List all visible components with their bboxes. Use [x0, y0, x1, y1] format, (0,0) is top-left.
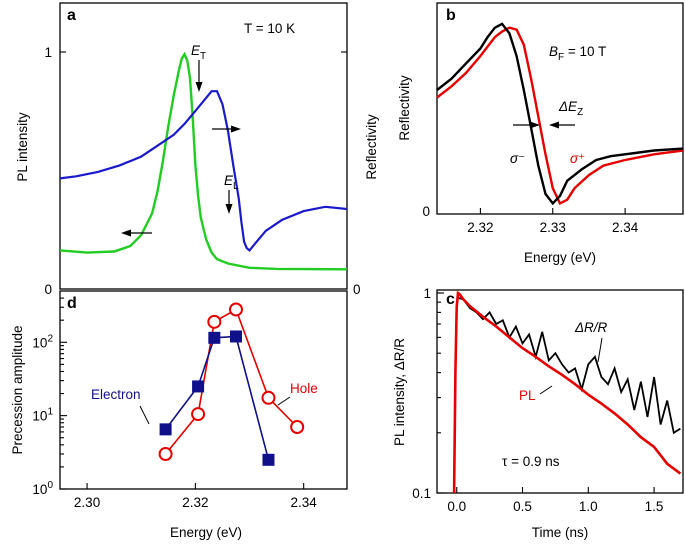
panel-a-right-tick-label-0: 0 — [353, 282, 361, 297]
panel-c: 0.0 0.5 1.0 1.5 0.11 c PL intensity, ΔR/R T… — [392, 286, 684, 540]
annotation-et: ET — [191, 43, 206, 62]
panel-b-frame — [436, 2, 684, 215]
panel-c-letter: c — [446, 291, 455, 308]
panel-c-x-ticks: 0.0 0.5 1.0 1.5 — [447, 487, 663, 514]
panel-a-letter: a — [67, 7, 76, 24]
x-tick-label: 2.34 — [612, 220, 639, 235]
panel-b-xlabel: Energy (eV) — [524, 250, 596, 265]
panel-d: 2.30 2.32 2.34 100 101 102 d Precession ampl… — [10, 290, 348, 540]
sigma-plus-label: σ⁺ — [570, 151, 585, 166]
panel-d-frame — [59, 290, 348, 490]
panel-b: 2.32 2.33 2.34 0 b BF = 10 T ΔEZ Reflectiv… — [397, 2, 684, 265]
electron-point — [159, 423, 172, 436]
y-tick-label: 0.1 — [412, 486, 431, 501]
electron-point — [192, 380, 205, 393]
panel-b-letter: b — [446, 7, 456, 24]
sigma-minus-curve — [436, 22, 684, 206]
x-tick-label: 1.5 — [645, 499, 664, 514]
panel-a-tick-label-0: 0 — [44, 282, 52, 297]
panel-a-tick-label-1: 1 — [44, 45, 52, 60]
panel-b-x-ticks: 2.32 2.33 2.34 — [467, 208, 639, 235]
y-tick-label: 100 — [32, 480, 53, 497]
x-tick-label: 2.30 — [74, 495, 100, 510]
leader-electron — [139, 405, 150, 425]
arrowhead-left-axis — [121, 229, 131, 237]
leader-hole — [277, 396, 291, 406]
x-tick-label: 2.32 — [467, 220, 493, 235]
arrowhead-el — [225, 204, 233, 214]
panel-b-delta-ez: ΔEZ — [558, 99, 583, 118]
hole-point — [261, 390, 276, 405]
panel-d-ylabel: Precession amplitude — [10, 325, 25, 454]
panel-c-tau: τ = 0.9 ns — [502, 454, 560, 469]
x-tick-label: 2.32 — [182, 495, 208, 510]
y-tick-label: 1 — [423, 286, 431, 301]
panel-a-temperature: T = 10 K — [244, 21, 295, 36]
electron-point — [208, 331, 221, 344]
panel-d-letter: d — [67, 295, 77, 312]
annotation-el: EL — [224, 173, 239, 192]
pl-curve-green — [59, 51, 348, 271]
panel-d-x-ticks: 2.30 2.32 2.34 — [74, 483, 317, 510]
y-tick-label: 102 — [32, 333, 53, 350]
label-pl: PL — [519, 388, 536, 403]
panel-c-frame — [436, 289, 684, 494]
electron-point — [262, 453, 275, 466]
leader-delta-r — [597, 337, 603, 363]
panel-b-ylabel: Reflectivity — [397, 75, 412, 141]
delta-arrowhead-right — [549, 121, 559, 129]
reflectivity-curve-blue — [59, 90, 348, 252]
label-electron: Electron — [91, 387, 141, 402]
arrowhead-right-axis — [231, 125, 241, 133]
x-tick-label: 0.5 — [513, 499, 532, 514]
hole-point — [191, 407, 206, 422]
hole-point — [158, 446, 173, 461]
panel-b-field-label: BF = 10 T — [549, 44, 606, 63]
hole-point — [228, 302, 243, 317]
delta-arrowhead-left — [530, 121, 540, 129]
sigma-plus-curve — [436, 26, 684, 206]
label-delta-r: ΔR/R — [574, 320, 608, 335]
panel-a-ylabel-right: Reflectivity — [364, 114, 379, 180]
hole-points — [158, 302, 305, 461]
x-tick-label: 0.0 — [447, 499, 466, 514]
panel-b-tick-label-0: 0 — [422, 204, 430, 219]
label-hole: Hole — [290, 381, 318, 396]
panel-a-frame — [59, 2, 348, 290]
panel-a-ylabel-left: PL intensity — [15, 112, 30, 182]
panel-d-y-ticks: 100 101 102 — [32, 297, 67, 497]
panel-c-ylabel: PL intensity, ΔR/R — [392, 338, 407, 446]
delta-r-curve — [456, 296, 681, 435]
panel-a: 1 0 0 a T = 10 K PL intensity Reflectivi… — [15, 2, 379, 297]
hole-point — [207, 314, 222, 329]
hole-point — [290, 420, 305, 435]
x-tick-label: 2.34 — [291, 495, 318, 510]
y-tick-label: 101 — [32, 407, 53, 424]
panel-c-xlabel: Time (ns) — [532, 525, 589, 540]
arrowhead-et — [195, 82, 203, 92]
panel-d-xlabel: Energy (eV) — [170, 525, 242, 540]
leader-pl — [539, 385, 553, 395]
x-tick-label: 2.33 — [540, 220, 566, 235]
sigma-minus-label: σ⁻ — [510, 151, 525, 166]
panel-c-y-ticks: 0.11 — [412, 286, 444, 501]
x-tick-label: 1.0 — [579, 499, 598, 514]
electron-point — [229, 330, 242, 343]
pl-decay-curve — [452, 290, 682, 494]
electron-points — [159, 330, 275, 466]
